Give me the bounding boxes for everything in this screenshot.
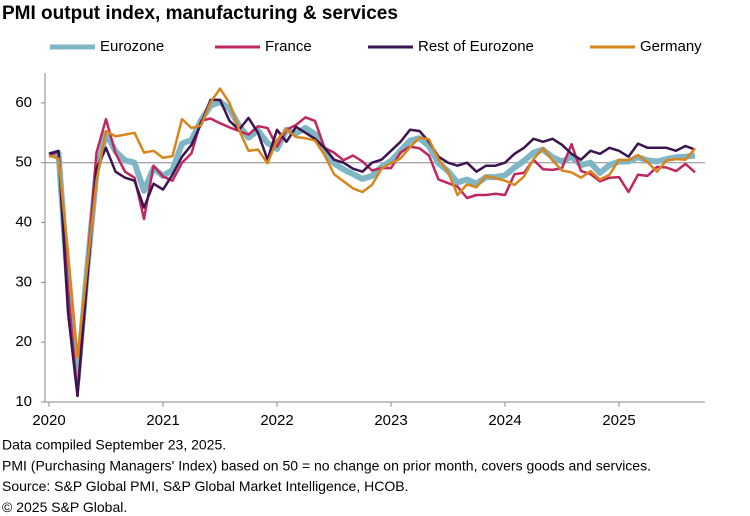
series-line <box>48 87 696 359</box>
y-tick-label: 40 <box>15 214 32 231</box>
x-tick-label: 2023 <box>374 412 407 429</box>
y-tick-label: 10 <box>15 393 32 410</box>
x-tick-label: 2021 <box>146 412 179 429</box>
x-tick-label: 2020 <box>32 412 65 429</box>
x-tick-label: 2022 <box>260 412 293 429</box>
x-tick-label: 2025 <box>602 412 635 429</box>
footnote: Data compiled September 23, 2025. <box>2 437 226 453</box>
y-tick-label: 20 <box>15 333 32 350</box>
y-tick-label: 30 <box>15 273 32 290</box>
legend-label: France <box>265 38 312 55</box>
legend-label: Rest of Eurozone <box>418 38 534 55</box>
chart-title: PMI output index, manufacturing & servic… <box>2 3 398 24</box>
footnote: © 2025 S&P Global. <box>2 499 127 515</box>
footnote: PMI (Purchasing Managers' Index) based o… <box>2 457 651 473</box>
y-tick-label: 60 <box>15 94 32 111</box>
y-tick-label: 50 <box>15 154 32 171</box>
footnote: Source: S&P Global PMI, S&P Global Marke… <box>2 478 408 494</box>
x-tick-label: 2024 <box>488 412 521 429</box>
legend-label: Germany <box>640 38 702 55</box>
series-line <box>48 116 696 397</box>
series-line <box>48 98 696 384</box>
legend-label: Eurozone <box>100 38 164 55</box>
series-line <box>48 98 696 398</box>
